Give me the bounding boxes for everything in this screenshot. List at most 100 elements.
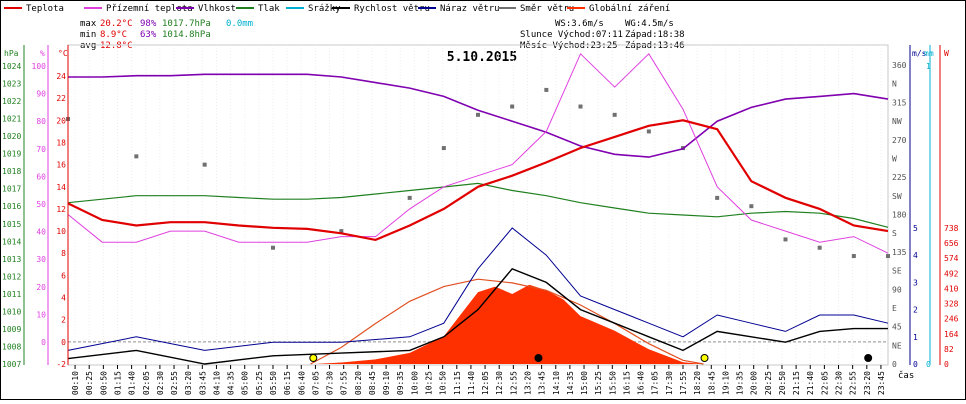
radiation-tick-label: 164 (944, 330, 959, 339)
wind-direction-point (271, 245, 275, 250)
wind-direction-point (851, 254, 856, 259)
temperature-tick-label: -2 (56, 360, 66, 369)
direction-tick-label: E (892, 304, 897, 313)
humidity-tick-label: 30 (36, 255, 46, 264)
wind-direction-point (407, 195, 412, 200)
x-tick-label: 05:00 (241, 371, 250, 395)
wind-direction-point (441, 146, 446, 151)
x-tick-label: 13:45 (538, 371, 547, 395)
x-tick-label: 09:35 (396, 371, 405, 395)
pressure-unit: hPa (4, 49, 19, 58)
x-tick-label: 19:10 (721, 371, 730, 395)
wind-direction-point (749, 204, 754, 209)
stat-avg-label: avg (80, 41, 96, 51)
x-axis-label: čas (898, 370, 914, 381)
rain-tick-label: 1 (926, 62, 931, 71)
pressure-tick-label: 1019 (2, 150, 21, 159)
x-tick-label: 12:55 (509, 371, 518, 395)
info-wg: WG:4.5m/s (625, 19, 674, 29)
legend-label: Rychlost větru (354, 4, 430, 14)
x-tick-label: 15:25 (594, 371, 603, 395)
temperature-tick-label: 8 (61, 249, 66, 258)
legend-label: Tlak (258, 4, 280, 14)
x-tick-label: 00:50 (99, 371, 108, 395)
temperature-tick-label: 22 (56, 94, 66, 103)
direction-tick-label: 270 (892, 136, 907, 145)
x-tick-label: 13:20 (523, 371, 532, 395)
sunset-marker (700, 354, 709, 362)
wind-unit: m/s (912, 49, 927, 58)
direction-tick-label: 225 (892, 173, 907, 182)
x-tick-label: 11:15 (453, 371, 462, 395)
pressure-line (67, 182, 889, 228)
direction-tick-label: W (892, 154, 897, 163)
wind-direction-point (578, 104, 583, 109)
direction-tick-label: SW (892, 192, 902, 201)
stat-max-rain: 0.0mm (226, 19, 253, 29)
x-tick-label: 16:15 (622, 371, 631, 395)
pressure-tick-label: 1021 (2, 115, 21, 124)
x-tick-label: 05:50 (269, 371, 278, 395)
x-axis: 00:10 00:25 00:50 01:15 01:40 02:05 02:30 02:55… (71, 365, 886, 395)
rain-tick-label: 0 (926, 360, 931, 369)
wind-direction-point (510, 104, 515, 109)
x-tick-label: 08:45 (368, 371, 377, 395)
x-tick-label: 09:10 (382, 371, 391, 395)
wind-tick-label: 2 (913, 306, 918, 315)
legend-label: Teplota (26, 4, 64, 14)
pressure-tick-label: 1012 (2, 272, 21, 281)
wind-speed-line (67, 267, 888, 365)
x-tick-label: 22:05 (820, 371, 829, 395)
x-tick-label: 17:55 (679, 371, 688, 395)
pressure-tick-label: 1024 (2, 62, 21, 71)
wind-direction-point (817, 245, 822, 250)
radiation-tick-label: 492 (944, 269, 959, 278)
x-tick-label: 03:45 (198, 371, 207, 395)
radiation-unit: W (944, 49, 949, 58)
x-tick-label: 14:35 (566, 371, 575, 395)
humidity-tick-label: 80 (36, 117, 46, 126)
direction-tick-label: 135 (892, 248, 907, 257)
pressure-tick-label: 1009 (2, 325, 21, 334)
clear-sky-radiation-line (310, 278, 704, 365)
stat-max-temp: 20.2°C (100, 19, 133, 29)
y-axes: hPa% °C1024102310221021102010191018101710… (2, 45, 959, 369)
direction-tick-label: SE (892, 267, 902, 276)
moonrise-marker (864, 354, 873, 362)
wind-direction-point (476, 112, 480, 117)
legend-label: Srážky (308, 4, 341, 14)
x-tick-label: 12:05 (481, 371, 490, 395)
temperature-tick-label: 6 (61, 271, 66, 280)
x-tick-label: 02:05 (142, 371, 151, 395)
x-tick-label: 20:50 (778, 371, 787, 395)
temperature-tick-label: 4 (61, 294, 66, 303)
humidity-tick-label: 0 (41, 338, 46, 347)
x-tick-label: 07:55 (340, 371, 349, 395)
pressure-tick-label: 1020 (2, 132, 21, 141)
wind-tick-label: 1 (913, 333, 918, 342)
radiation-tick-label: 738 (944, 224, 959, 233)
plot-area (66, 44, 890, 366)
legend-label: Náraz větru (440, 4, 500, 14)
legend-label: Vlhkost (198, 4, 236, 14)
radiation-tick-label: 82 (944, 345, 954, 354)
pressure-tick-label: 1022 (2, 97, 21, 106)
direction-tick-label: 315 (892, 98, 907, 107)
x-tick-label: 21:15 (792, 371, 801, 395)
pressure-tick-label: 1023 (2, 80, 21, 89)
radiation-tick-label: 246 (944, 315, 959, 324)
wind-gust-line (67, 227, 889, 351)
x-tick-label: 20:25 (764, 371, 773, 395)
temperature-tick-label: 18 (56, 138, 66, 147)
info-moonrise: Měsíc Východ:23:25 (520, 41, 618, 51)
wind-direction-point (886, 254, 890, 259)
direction-tick-label: 0 (892, 360, 897, 369)
x-tick-label: 00:10 (71, 371, 80, 395)
x-tick-label: 03:20 (184, 371, 193, 395)
humidity-tick-label: 50 (36, 200, 46, 209)
x-tick-label: 12:30 (495, 371, 504, 395)
pressure-tick-label: 1018 (2, 167, 21, 176)
wind-tick-label: 5 (913, 224, 918, 233)
wind-tick-label: 3 (913, 278, 918, 287)
sunrise-marker (309, 354, 318, 362)
